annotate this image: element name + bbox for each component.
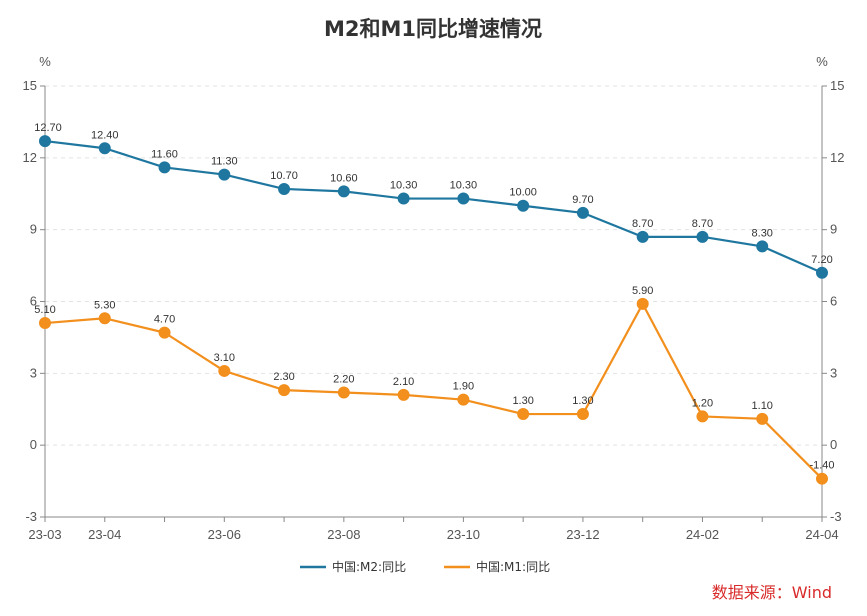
x-axis-tick-label: 23-03 [28,527,61,542]
m2-point[interactable] [39,135,51,148]
m1-point[interactable] [218,364,231,377]
m1-data-label: -1.40 [809,460,834,472]
m2-data-label: 10.60 [330,172,358,184]
right-axis-tick-label: 12 [830,150,844,165]
m2-point[interactable] [278,182,291,195]
right-axis-tick-label: 3 [830,365,837,380]
left-axis-tick-label: 15 [23,78,37,93]
m1-data-label: 1.10 [752,400,773,412]
right-axis-tick-label: -3 [830,509,842,524]
m2-point[interactable] [98,142,111,155]
m2-data-label: 8.30 [752,227,773,239]
m2-data-label: 10.00 [509,187,537,199]
m2-data-label: 10.70 [270,170,298,182]
x-axis-tick-label: 23-06 [208,527,241,542]
m1-data-label: 5.30 [94,299,115,311]
right-axis-tick-label: 0 [830,437,837,452]
m2-data-label: 7.20 [811,254,832,266]
m1-point[interactable] [337,386,350,399]
m1-point[interactable] [696,410,709,423]
m1-data-label: 1.20 [692,397,713,409]
m2-point[interactable] [218,168,231,181]
m2-point[interactable] [636,230,649,243]
m2-point[interactable] [158,161,171,174]
legend-item-m1[interactable]: 中国:M1:同比 [476,559,550,574]
m2-point[interactable] [397,192,410,205]
legend: 中国:M2:同比 中国:M1:同比 [300,559,550,574]
series-layer [39,135,828,485]
m1-data-label: 2.20 [333,373,354,385]
left-axis-unit: % [39,54,51,69]
m1-data-label: 4.70 [154,314,175,326]
left-axis-tick-label: 12 [23,150,37,165]
m2-data-label: 11.60 [151,148,178,160]
m2-point[interactable] [756,240,769,253]
left-axis-tick-label: 3 [30,365,37,380]
m1-data-label: 2.10 [393,376,414,388]
m2-point[interactable] [576,206,589,219]
m1-data-label: 5.90 [632,285,653,297]
m1-point[interactable] [278,384,291,397]
right-axis-tick-label: 6 [830,294,837,309]
m1-data-label: 2.30 [273,371,294,383]
m1-data-label: 1.30 [572,395,593,407]
right-axis-tick-label: 15 [830,78,844,93]
grid-layer [45,85,822,446]
m1-point[interactable] [457,393,470,406]
m1-point[interactable] [756,412,769,425]
m1-point[interactable] [397,388,410,401]
x-axis-tick-label: 23-10 [447,527,480,542]
right-axis-tick-label: 9 [830,222,837,237]
m2-data-label: 11.30 [211,156,238,168]
m1-point[interactable] [636,297,649,310]
m2-data-label: 10.30 [390,180,418,192]
m1-point[interactable] [158,326,171,339]
m1-point[interactable] [576,408,589,421]
left-axis-tick-label: 0 [30,437,37,452]
x-axis-tick-label: 23-08 [327,527,360,542]
legend-item-m2[interactable]: 中国:M2:同比 [332,559,406,574]
series-line-m1 [44,302,823,480]
chart-title: M2和M1同比增速情况 [324,17,542,41]
series-line-m2 [44,139,823,274]
m2-data-label: 10.30 [450,180,478,192]
m1-data-label: 3.10 [214,352,235,364]
m2-point[interactable] [457,192,470,205]
m2-point[interactable] [816,266,828,279]
m2-data-label: 8.70 [692,218,713,230]
right-axis-unit: % [816,54,828,69]
source-note: 数据来源：Wind [712,583,832,602]
axis-layer: -3 -3 0 0 3 3 6 6 9 9 12 12 15 15 23-03 23-04 23-06 23-08… [23,78,845,542]
left-axis-tick-label: 9 [30,222,37,237]
m2-point[interactable] [517,199,530,212]
left-axis-tick-label: 6 [30,294,37,309]
x-axis-tick-label: 23-04 [88,527,121,542]
m1-point[interactable] [39,317,51,330]
m1-point[interactable] [517,408,530,421]
x-axis-tick-label: 24-02 [686,527,719,542]
data-label-layer: 12.70 12.40 11.60 11.30 10.70 10.60 10.30 10.30… [34,122,834,472]
m1-point[interactable] [816,472,828,485]
m2-data-label: 9.70 [572,194,593,206]
m2-data-label: 12.70 [34,122,62,134]
m2-data-label: 12.40 [91,129,119,141]
m1-data-label: 1.90 [453,381,474,393]
x-axis-tick-label: 24-04 [805,527,838,542]
m2-point[interactable] [696,230,709,243]
m1-point[interactable] [98,312,111,325]
m2-data-label: 8.70 [632,218,653,230]
m2-point[interactable] [337,185,350,198]
m1-data-label: 1.30 [512,395,533,407]
left-axis-tick-label: -3 [25,509,37,524]
x-axis-tick-label: 23-12 [566,527,599,542]
m1-data-label: 5.10 [34,304,55,316]
